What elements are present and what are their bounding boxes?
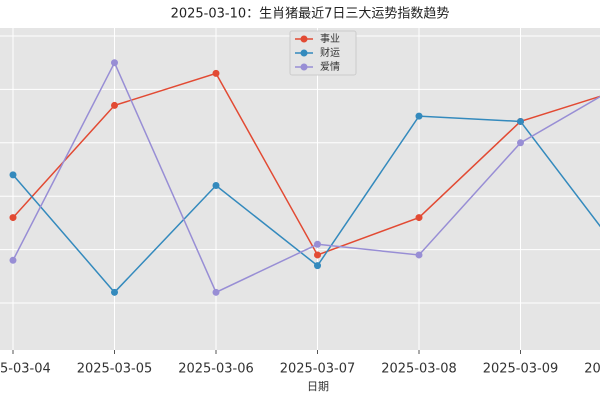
x-tick-label: 2025-03-09	[483, 362, 559, 377]
point	[111, 101, 118, 109]
point	[314, 262, 321, 270]
plot-area	[0, 28, 600, 350]
legend-marker	[300, 35, 308, 43]
legend-box	[289, 30, 357, 76]
point	[314, 240, 321, 248]
point	[212, 182, 220, 190]
point	[9, 256, 17, 264]
x-tick-label: 2025-03-05	[77, 362, 153, 377]
point	[9, 171, 17, 179]
point	[9, 214, 17, 222]
point	[111, 288, 118, 296]
point	[212, 69, 220, 77]
point	[212, 288, 220, 296]
x-axis-label: 日期	[307, 380, 329, 393]
x-tick-label: 2025-03-06	[178, 362, 254, 377]
legend-label: 爱情	[320, 60, 340, 73]
point	[111, 59, 118, 67]
x-tick-label: 2025-03-10	[584, 362, 600, 377]
point	[415, 112, 423, 120]
point	[314, 251, 321, 259]
chart-title: 2025-03-10：生肖猪最近7日三大运势指数趋势	[171, 6, 450, 22]
lines	[9, 59, 600, 296]
point	[517, 117, 524, 125]
point	[415, 214, 423, 222]
legend-marker	[300, 49, 308, 57]
legend-label: 事业	[320, 32, 340, 45]
point	[517, 139, 524, 147]
x-tick-label: 2025-03-08	[381, 362, 457, 377]
legend-label: 财运	[320, 46, 340, 59]
x-tick-label: 2025-03-04	[0, 362, 51, 377]
legend-marker	[300, 63, 308, 71]
point	[415, 251, 423, 259]
x-tick-label: 2025-03-07	[280, 362, 356, 377]
